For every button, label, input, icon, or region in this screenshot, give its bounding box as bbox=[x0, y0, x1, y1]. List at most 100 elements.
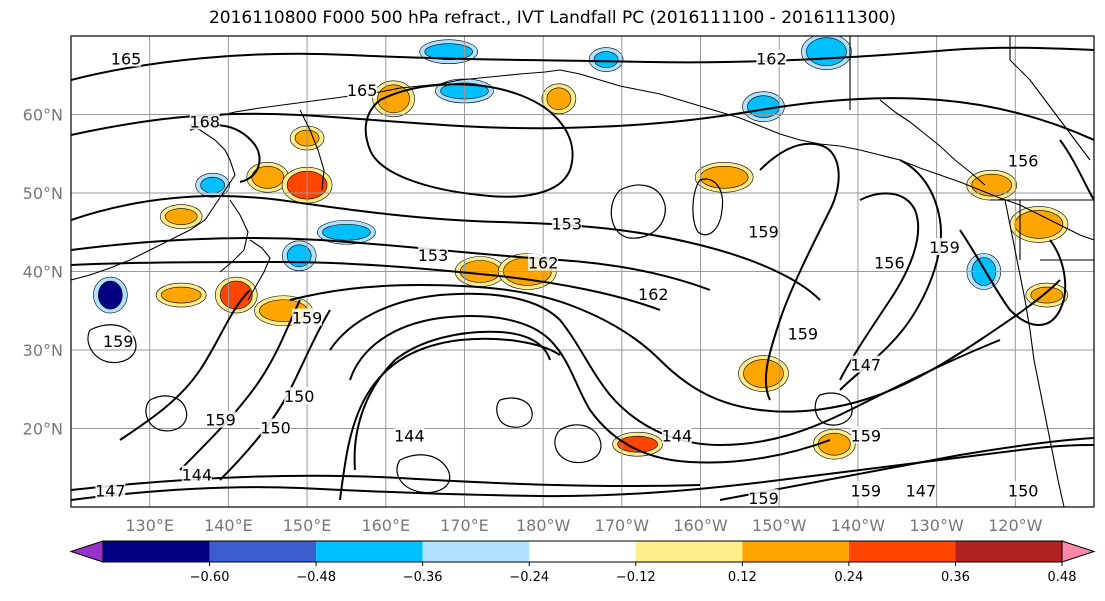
svg-text:165: 165 bbox=[111, 50, 142, 69]
colorbar-swatch bbox=[422, 541, 530, 562]
contour-label: 162 bbox=[756, 49, 787, 69]
colorbar-swatch bbox=[635, 541, 743, 562]
contour-label: 150 bbox=[260, 418, 291, 438]
longitude-axis: 130°E 140°E 150°E 160°E 170°E 180°W 170°W 160°W… bbox=[125, 516, 1042, 535]
colorbar-swatch bbox=[529, 541, 636, 562]
colorbar-tick-label: −0.36 bbox=[403, 570, 443, 585]
contour-label: 153 bbox=[551, 214, 582, 233]
contour-label: 144 bbox=[394, 426, 425, 445]
contour-label: 147 bbox=[906, 481, 937, 500]
contour-label: 144 bbox=[662, 426, 693, 445]
colorbar-tick-label: −0.12 bbox=[616, 570, 656, 585]
longitude-label: 140°E bbox=[204, 516, 253, 535]
contour-label: 159 bbox=[292, 308, 323, 328]
svg-text:150: 150 bbox=[260, 419, 291, 438]
colorbar-tick-label: 0.24 bbox=[834, 570, 863, 585]
colorbar-tick-label: 0.36 bbox=[941, 570, 970, 585]
latitude-label: 60°N bbox=[23, 106, 63, 125]
svg-text:144: 144 bbox=[182, 466, 213, 485]
contour-label: 165 bbox=[347, 80, 378, 100]
longitude-label: 140°W bbox=[831, 516, 886, 535]
svg-text:150: 150 bbox=[1008, 481, 1039, 500]
contour-label: 156 bbox=[874, 253, 905, 273]
map-frame bbox=[70, 35, 1095, 508]
svg-text:147: 147 bbox=[851, 356, 882, 375]
shading-blob bbox=[164, 208, 198, 225]
svg-text:144: 144 bbox=[662, 426, 693, 445]
svg-text:159: 159 bbox=[929, 238, 960, 257]
contour-label: 162 bbox=[638, 285, 669, 304]
longitude-label: 160°W bbox=[673, 516, 728, 535]
svg-text:147: 147 bbox=[906, 481, 937, 500]
colorbar-swatches bbox=[69, 540, 1096, 563]
contour-label: 165 bbox=[111, 49, 142, 69]
colorbar-swatch bbox=[742, 541, 849, 562]
contour-label: 159 bbox=[205, 410, 236, 430]
latitude-label: 30°N bbox=[23, 341, 63, 360]
shading-blob bbox=[546, 87, 572, 111]
latitude-label: 50°N bbox=[23, 184, 63, 203]
longitude-label: 170°W bbox=[595, 516, 650, 535]
svg-text:147: 147 bbox=[95, 481, 126, 500]
svg-text:159: 159 bbox=[748, 489, 779, 508]
contour-label: 150 bbox=[284, 387, 315, 406]
shading-blob bbox=[593, 51, 619, 68]
svg-text:156: 156 bbox=[874, 254, 905, 273]
contour-label: 159 bbox=[103, 332, 134, 351]
height-contours bbox=[71, 46, 1094, 501]
map-title: 2016110800 F000 500 hPa refract., IVT La… bbox=[208, 8, 896, 28]
svg-text:150: 150 bbox=[284, 387, 315, 406]
shading-blob bbox=[160, 286, 202, 304]
shading-blob bbox=[743, 359, 784, 388]
contour-label: 147 bbox=[851, 355, 882, 375]
svg-text:159: 159 bbox=[205, 411, 236, 430]
svg-text:165: 165 bbox=[347, 81, 378, 100]
contour-label: 159 bbox=[851, 426, 882, 445]
svg-text:162: 162 bbox=[756, 50, 787, 69]
colorbar-min-arrow bbox=[69, 540, 104, 563]
contour-label: 156 bbox=[1008, 151, 1039, 171]
colorbar-outline bbox=[102, 540, 1063, 563]
contour-label: 159 bbox=[788, 324, 818, 343]
contour-label: 153 bbox=[418, 246, 449, 265]
svg-text:168: 168 bbox=[190, 112, 221, 131]
contour-labels: 165 168 165 162 156 153 153 162 162 159 156 159 159 1… bbox=[95, 49, 1039, 508]
contour-label: 159 bbox=[748, 489, 779, 508]
longitude-label: 170°E bbox=[440, 516, 489, 535]
shading-blob bbox=[424, 43, 474, 61]
colorbar-tick-label: −0.24 bbox=[509, 570, 549, 585]
contour-label: 159 bbox=[748, 222, 779, 241]
latitude-axis: 60°N 50°N 40°N 30°N 20°N bbox=[23, 106, 63, 439]
colorbar-tick-label: 0.48 bbox=[1048, 570, 1077, 585]
longitude-label: 160°E bbox=[361, 516, 410, 535]
latitude-label: 20°N bbox=[23, 420, 63, 439]
colorbar-swatch bbox=[209, 541, 317, 562]
svg-text:159: 159 bbox=[103, 332, 134, 351]
colorbar-tick-label: −0.60 bbox=[190, 570, 230, 585]
contour-label: 147 bbox=[95, 481, 126, 500]
colorbar-max-arrow bbox=[1061, 540, 1096, 563]
svg-text:159: 159 bbox=[292, 309, 323, 328]
svg-text:159: 159 bbox=[851, 426, 882, 445]
contour-label: 150 bbox=[1008, 481, 1039, 500]
colorbar-swatch bbox=[316, 541, 423, 562]
svg-text:144: 144 bbox=[394, 426, 425, 445]
colorbar-tick-label: −0.48 bbox=[296, 570, 336, 585]
longitude-label: 150°E bbox=[283, 516, 332, 535]
shading-blob bbox=[617, 435, 658, 453]
contour-label: 162 bbox=[528, 253, 559, 273]
svg-text:159: 159 bbox=[748, 222, 779, 241]
svg-text:156: 156 bbox=[1008, 152, 1039, 171]
longitude-label: 130°E bbox=[125, 516, 174, 535]
colorbar-tick-label: 0.12 bbox=[728, 570, 757, 585]
longitude-label: 130°W bbox=[909, 516, 964, 535]
latitude-label: 40°N bbox=[23, 263, 63, 282]
contour-label: 168 bbox=[190, 112, 221, 131]
svg-text:162: 162 bbox=[528, 254, 559, 273]
longitude-label: 180°W bbox=[516, 516, 571, 535]
colorbar-swatch bbox=[955, 541, 1062, 562]
shading-blob bbox=[322, 223, 371, 241]
colorbar-tick-labels: −0.60 −0.48 −0.36 −0.24 −0.12 0.12 0.24 0.36 0.4… bbox=[190, 562, 1077, 585]
